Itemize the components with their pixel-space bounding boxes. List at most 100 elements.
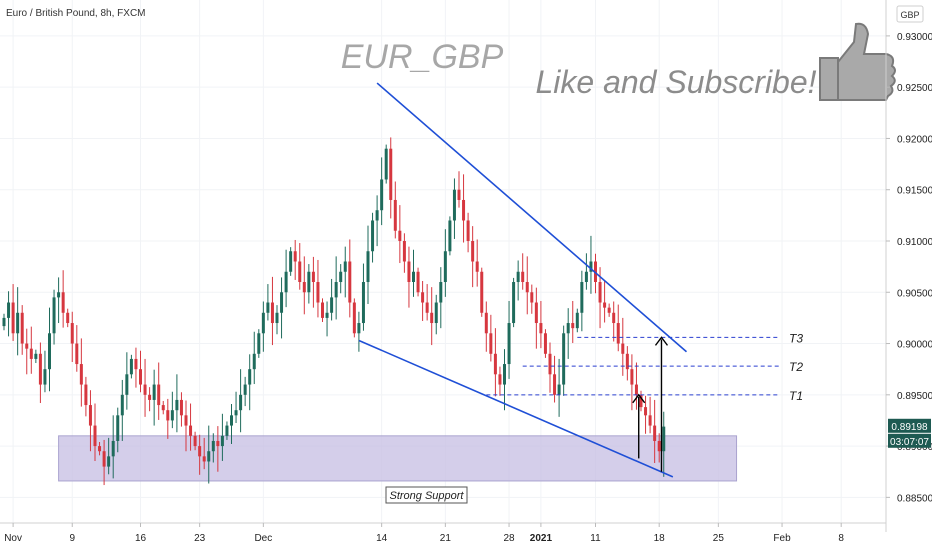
candle-body bbox=[562, 333, 566, 385]
candle-body bbox=[252, 353, 256, 370]
candle-body bbox=[480, 271, 484, 313]
candle-body bbox=[607, 307, 611, 313]
candle-body bbox=[475, 261, 479, 272]
candle-body bbox=[348, 261, 352, 303]
candle-body bbox=[11, 302, 15, 334]
candle-body bbox=[25, 343, 29, 349]
candle-body bbox=[207, 451, 211, 462]
candle-body bbox=[225, 425, 229, 436]
candle-body bbox=[79, 364, 83, 385]
time-tick-label: 25 bbox=[713, 533, 725, 544]
candle-body bbox=[166, 410, 170, 421]
candle-body bbox=[412, 271, 415, 283]
candle-body bbox=[371, 220, 375, 252]
candle-body bbox=[498, 374, 502, 385]
candle-body bbox=[530, 292, 534, 303]
candle-body bbox=[243, 384, 247, 395]
target-arrow-head bbox=[632, 393, 646, 404]
candle-body bbox=[634, 384, 638, 395]
candle-body bbox=[34, 353, 38, 359]
candle-body bbox=[625, 353, 629, 370]
candle-body bbox=[644, 407, 648, 416]
candle-body bbox=[466, 220, 470, 241]
wedge-upper-line bbox=[376, 82, 688, 353]
candle-body bbox=[66, 312, 70, 324]
target-label-t2: T2 bbox=[789, 360, 803, 374]
candle-body bbox=[284, 271, 288, 293]
target-arrows bbox=[632, 336, 669, 472]
strong-support-label: Strong Support bbox=[390, 490, 465, 502]
candle-body bbox=[471, 240, 475, 262]
candle-body bbox=[462, 199, 466, 221]
candle-body bbox=[148, 394, 152, 400]
candle-body bbox=[29, 348, 33, 359]
price-tick-label: 0.93000 bbox=[897, 32, 932, 43]
candle-body bbox=[134, 358, 138, 370]
candle-body bbox=[516, 271, 520, 283]
candle-body bbox=[52, 297, 56, 334]
candle-body bbox=[430, 312, 434, 324]
candle-body bbox=[175, 399, 179, 411]
candle-body bbox=[366, 251, 370, 283]
candle-body bbox=[43, 369, 47, 385]
candle-body bbox=[170, 410, 174, 421]
candle-body bbox=[275, 312, 279, 324]
candle-body bbox=[398, 230, 402, 241]
target-lines: T1 T2 T3 bbox=[486, 331, 803, 403]
candle-body bbox=[120, 394, 124, 416]
candle-body bbox=[325, 312, 329, 318]
last-price-tag: 0.89198 bbox=[888, 418, 931, 433]
time-tick-label: Nov bbox=[4, 533, 22, 544]
price-tick-label: 0.88500 bbox=[897, 493, 932, 504]
candle-body bbox=[139, 369, 142, 385]
time-tick-label: 14 bbox=[376, 533, 388, 544]
candle-body bbox=[61, 292, 65, 313]
candle-body bbox=[88, 405, 92, 426]
candle-body bbox=[375, 210, 379, 221]
candle-body bbox=[157, 384, 161, 406]
candle-body bbox=[448, 220, 452, 252]
candle-body bbox=[452, 189, 456, 221]
candle-body bbox=[316, 282, 320, 303]
candle-body bbox=[334, 282, 338, 298]
strong-support-label-box: Strong Support bbox=[385, 486, 468, 504]
price-axis-ticks: 0.885000.890000.895000.900000.905000.910… bbox=[886, 32, 932, 504]
candle-body bbox=[534, 302, 538, 324]
candle-body bbox=[48, 333, 51, 370]
candle-body bbox=[493, 353, 497, 375]
candle-body bbox=[553, 374, 557, 395]
candle-body bbox=[161, 405, 165, 411]
candle-body bbox=[421, 292, 425, 303]
candle-body bbox=[20, 312, 24, 344]
candle-body bbox=[484, 312, 488, 334]
candle-body bbox=[548, 353, 552, 375]
price-tick-label: 0.91000 bbox=[897, 237, 932, 248]
price-tick-label: 0.92000 bbox=[897, 134, 932, 145]
candle-body bbox=[84, 384, 88, 406]
candle-body bbox=[543, 333, 547, 354]
candle-body bbox=[512, 282, 516, 324]
candle-body bbox=[179, 399, 183, 416]
currency-badge-label: GBP bbox=[900, 10, 919, 20]
candle-body bbox=[261, 312, 265, 334]
candle-body bbox=[193, 435, 197, 447]
currency-badge[interactable]: GBP bbox=[896, 5, 924, 23]
time-tick-label: 21 bbox=[440, 533, 452, 544]
candle-body bbox=[589, 261, 593, 272]
candle-body bbox=[102, 451, 106, 467]
candle-body bbox=[580, 282, 584, 313]
candle-body bbox=[248, 369, 252, 385]
candle-body bbox=[2, 317, 6, 327]
candlesticks bbox=[2, 137, 666, 486]
candle-body bbox=[129, 358, 133, 375]
time-tick-label: 16 bbox=[135, 533, 147, 544]
strong-support-zone bbox=[58, 435, 738, 482]
countdown-label: 03:07:07 bbox=[890, 437, 929, 448]
candle-body bbox=[239, 394, 243, 411]
price-tick-label: 0.90000 bbox=[897, 340, 932, 351]
candle-body bbox=[361, 282, 365, 324]
candle-body bbox=[57, 292, 61, 298]
time-tick-label: 8 bbox=[838, 533, 844, 544]
candle-body bbox=[521, 271, 525, 283]
